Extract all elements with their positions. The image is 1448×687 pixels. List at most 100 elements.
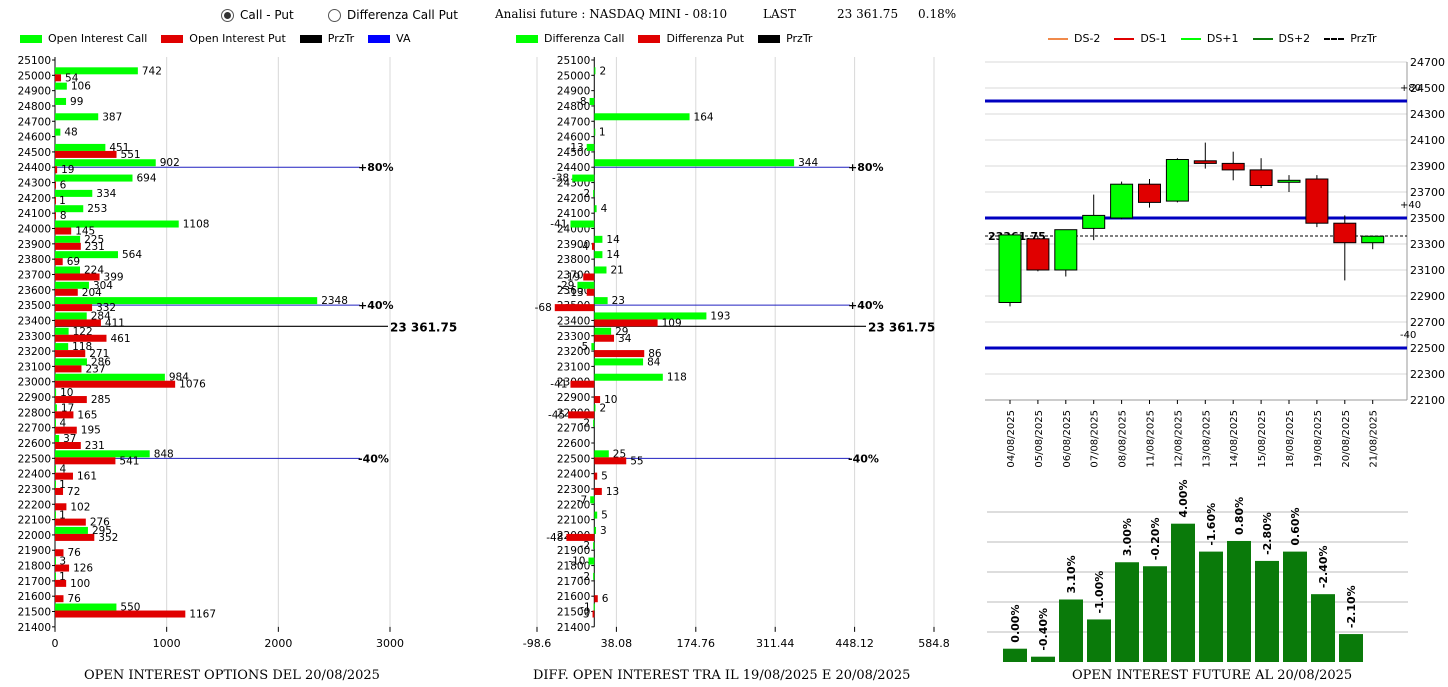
bar-value-label: 1167: [189, 609, 216, 621]
strike-label: 24700: [557, 116, 590, 128]
bar-value-label: 165: [77, 409, 97, 421]
put-bar: [594, 472, 598, 480]
call-bar: [589, 97, 595, 105]
future-bar: [1115, 562, 1139, 662]
candlestick-chart: 24700 24500 24300 24100 23900 23700 23500 23300…: [985, 56, 1445, 468]
radio-selected-icon[interactable]: [221, 8, 234, 22]
y-tick-label: 22300: [1410, 368, 1445, 381]
bar-value-label: 23: [612, 295, 625, 307]
last-pct: 0.18%: [918, 7, 957, 21]
call-bar: [591, 343, 595, 351]
future-bar-label: -1.00%: [1093, 571, 1106, 614]
future-bar-label: -0.20%: [1149, 518, 1162, 561]
call-bar: [594, 251, 603, 259]
put-bar: [55, 334, 107, 342]
strike-label: 22100: [557, 515, 590, 527]
call-bar: [55, 450, 150, 458]
radio-unselected-icon[interactable]: [328, 8, 341, 22]
bar-value-label: -3: [579, 609, 589, 621]
bar-value-label: 6: [60, 180, 67, 192]
future-bar-label: 0.80%: [1233, 497, 1246, 535]
y-tick-label: 23700: [1410, 186, 1445, 199]
strike-label: 23200: [557, 346, 590, 358]
strike-label: 22600: [18, 438, 51, 450]
bar-value-label: -8: [576, 96, 586, 108]
y-tick-label: 22500: [1410, 342, 1445, 355]
call-bar: [55, 343, 69, 351]
strike-label: 22300: [557, 484, 590, 496]
legend-item-przTr: PrzTr: [1324, 32, 1377, 45]
future-bar: [1171, 523, 1195, 662]
y-tick-label: 23300: [1410, 238, 1445, 251]
put-bar: [55, 487, 64, 495]
put-bar: [55, 288, 78, 296]
call-bar: [55, 251, 118, 259]
candle-body: [1277, 179, 1301, 183]
oi-options-chart: 0 1000 2000 3000 25100 25000 24900 24800 24700 24…: [18, 55, 458, 650]
bar-value-label: 109: [662, 317, 682, 329]
strike-label: 23800: [557, 254, 590, 266]
bar-value-label: 10: [604, 394, 617, 406]
call-bar: [594, 128, 596, 136]
date-label: 19/08/2025: [1313, 410, 1324, 468]
strike-label: 21500: [18, 607, 51, 619]
call-bar: [55, 327, 69, 335]
bar-value-label: 332: [96, 302, 116, 314]
future-bar: [1255, 560, 1279, 662]
bar-value-label: 164: [694, 111, 714, 123]
bar-value-label: 13: [606, 486, 619, 498]
radio-diff-call-put[interactable]: Differenza Call Put: [328, 8, 458, 22]
strike-label: 25000: [557, 70, 590, 82]
candle-body: [1193, 160, 1217, 164]
bar-value-label: 84: [647, 356, 661, 368]
legend-item-przTr: PrzTr: [758, 32, 812, 45]
strike-label: 24600: [18, 132, 51, 144]
date-label: 20/08/2025: [1341, 410, 1352, 468]
future-bar-label: 3.10%: [1065, 555, 1078, 593]
legend-item-oi-call: Open Interest Call: [20, 32, 147, 45]
strike-label: 23100: [557, 361, 590, 373]
future-bar-label: -2.80%: [1261, 512, 1274, 555]
x-tick-label: 448.12: [835, 637, 874, 650]
candle-body: [1305, 178, 1329, 224]
y-tick-label: 22700: [1410, 316, 1445, 329]
bar-value-label: -68: [535, 302, 552, 314]
future-bar-label: -2.10%: [1345, 585, 1358, 628]
put-bar: [55, 196, 56, 204]
strike-label: 24900: [557, 86, 590, 98]
legend-item-diff-put: Differenza Put: [638, 32, 744, 45]
strike-label: 23400: [557, 315, 590, 327]
call-bar: [55, 358, 87, 366]
strike-label: 21600: [557, 591, 590, 603]
strike-label: 24200: [557, 193, 590, 205]
bar-value-label: 334: [96, 188, 116, 200]
future-bar: [1339, 634, 1363, 662]
call-bar: [55, 435, 60, 442]
level-label: +40: [1400, 200, 1421, 211]
strike-label: 22600: [557, 438, 590, 450]
bar-value-label: 76: [67, 547, 81, 559]
bar-value-label: 118: [667, 372, 687, 384]
legend-item-ds-1: DS-1: [1114, 32, 1167, 45]
legend-item-ds+1: DS+1: [1180, 32, 1239, 45]
radio-call-put[interactable]: Call - Put: [221, 8, 294, 22]
strike-label: 22800: [18, 407, 51, 419]
przTr-label: 23 361.75: [868, 320, 935, 334]
bar-value-label: 4: [59, 464, 66, 476]
bar-value-label: 1: [59, 571, 66, 583]
strike-label: 23800: [18, 254, 51, 266]
candle-body: [1054, 229, 1078, 271]
legend-oi: Open Interest Call Open Interest Put Prz…: [20, 32, 425, 45]
bar-value-label: -45: [548, 409, 565, 421]
date-label: 12/08/2025: [1173, 410, 1184, 468]
put-bar: [55, 533, 95, 541]
strike-label: 21400: [557, 622, 590, 634]
bar-value-label: 1: [59, 479, 66, 491]
legend-item-diff-call: Differenza Call: [516, 32, 624, 45]
bar-value-label: 4: [601, 203, 608, 215]
strike-label: 22900: [18, 392, 51, 404]
bar-value-label: 399: [104, 271, 124, 283]
strike-label: 23900: [557, 239, 590, 251]
bar-value-label: 276: [90, 517, 110, 529]
legend-candles: DS-2 DS-1 DS+1 DS+2 PrzTr: [1048, 32, 1391, 45]
